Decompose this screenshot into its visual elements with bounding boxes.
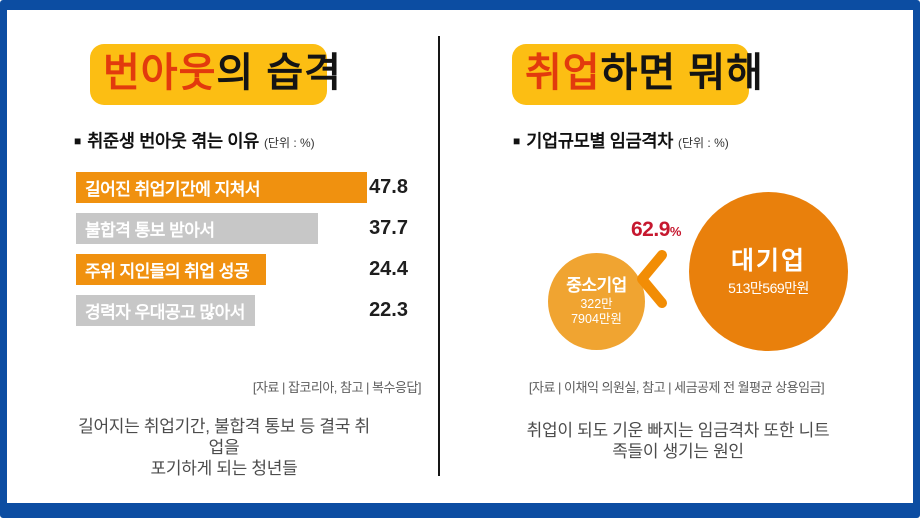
- left-title-rest: 의 습격: [216, 51, 342, 95]
- left-panel-title: 번아웃의 습격: [103, 53, 342, 93]
- big-company-label: 대기업: [730, 247, 806, 276]
- right-caption: 취업이 되도 기운 빠지는 임금격차 또한 니트 족들이 생기는 원인: [452, 420, 904, 462]
- right-title-rest: 하면 뭐해: [600, 51, 764, 95]
- bar: 불합격 통보 받아서: [76, 213, 318, 244]
- bar: 경력자 우대공고 많아서: [76, 295, 255, 326]
- bar-row: 불합격 통보 받아서 37.7: [76, 213, 408, 244]
- right-panel-title: 취업하면 뭐해: [525, 53, 764, 93]
- small-company-wage-line: 7904만원: [571, 311, 622, 326]
- small-company-wage-line: 322만: [580, 296, 613, 311]
- left-chart-unit: (단위 : %): [263, 136, 315, 150]
- left-caption-line: 길어지는 취업기간, 불합격 통보 등 결국 취: [78, 417, 370, 436]
- small-company-label: 중소기업: [566, 276, 627, 296]
- bar-label: 길어진 취업기간에 지쳐서: [85, 180, 261, 199]
- left-title-accent: 번아웃: [103, 51, 217, 95]
- left-caption-line: 업을: [208, 438, 240, 457]
- big-company-wage: 513만569만원: [728, 280, 809, 297]
- left-title-highlight-box: 번아웃의 습격: [90, 44, 341, 105]
- wage-gap-percentage: 62.9%: [631, 218, 681, 242]
- bar-label: 경력자 우대공고 많아서: [85, 303, 245, 322]
- right-title-highlight-box: 취업하면 뭐해: [512, 44, 763, 105]
- right-caption-line: 취업이 되도 기운 빠지는 임금격차 또한 니트: [526, 421, 830, 440]
- small-company-circle: 중소기업 322만 7904만원: [548, 253, 645, 350]
- right-title-accent: 취업: [525, 51, 601, 95]
- left-chart-subtitle: ■ 취준생 번아웃 겪는 이유 (단위 : %): [74, 128, 315, 153]
- center-divider-line: [438, 36, 440, 476]
- right-source-text: [자료 | 이채익 의원실, 참고 | 세금공제 전 월평균 상용임금]: [528, 380, 825, 395]
- bar-row: 경력자 우대공고 많아서 22.3: [76, 295, 408, 326]
- bar-chart-rows: 길어진 취업기간에 지쳐서 47.8 불합격 통보 받아서 37.7 주위 지인들의 취…: [76, 172, 408, 336]
- bar-value: 37.7: [369, 217, 408, 239]
- left-caption: 길어지는 취업기간, 불합격 통보 등 결국 취 업을 포기하게 되는 청년들: [18, 416, 430, 479]
- big-company-circle: 대기업 513만569만원: [689, 192, 848, 351]
- right-chart-unit: (단위 : %): [678, 136, 729, 150]
- bar-value: 22.3: [369, 299, 408, 321]
- bullet-square-icon: ■: [513, 134, 521, 148]
- left-caption-line: 포기하게 되는 청년들: [150, 459, 298, 478]
- left-chart-title: 취준생 번아웃 겪는 이유: [87, 131, 259, 151]
- bar: 길어진 취업기간에 지쳐서: [76, 172, 367, 203]
- right-caption-line: 족들이 생기는 원인: [612, 442, 744, 461]
- right-chart-subtitle: ■ 기업규모별 임금격차 (단위 : %): [513, 128, 729, 153]
- bar-label: 주위 지인들의 취업 성공: [85, 262, 250, 281]
- bar-row: 주위 지인들의 취업 성공 24.4: [76, 254, 408, 285]
- right-chart-title: 기업규모별 임금격차: [526, 131, 674, 151]
- bar-row: 길어진 취업기간에 지쳐서 47.8: [76, 172, 408, 203]
- bar: 주위 지인들의 취업 성공: [76, 254, 266, 285]
- bar-value: 47.8: [369, 176, 408, 198]
- bullet-square-icon: ■: [74, 134, 82, 148]
- left-source-text: [자료 | 잡코리아, 참고 | 복수응답]: [252, 380, 422, 395]
- bar-label: 불합격 통보 받아서: [85, 221, 215, 240]
- less-than-icon: [637, 250, 667, 308]
- bar-value: 24.4: [369, 258, 408, 280]
- wage-gap-value: 62.9: [631, 218, 670, 241]
- wage-gap-unit: %: [669, 224, 682, 239]
